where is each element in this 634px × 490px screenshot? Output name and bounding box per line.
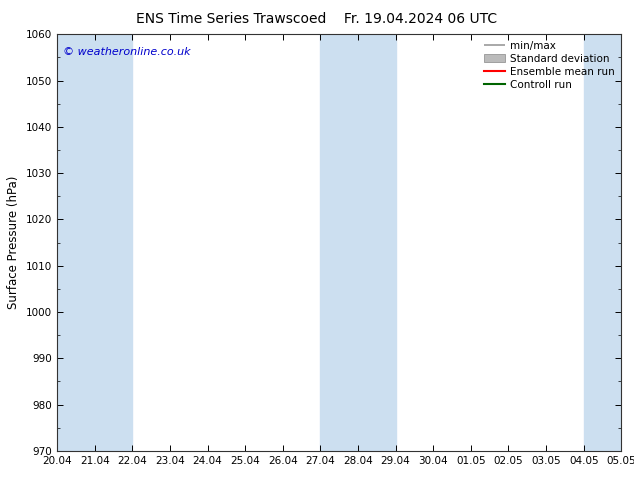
Legend: min/max, Standard deviation, Ensemble mean run, Controll run: min/max, Standard deviation, Ensemble me… [481,37,618,93]
Bar [584,34,634,451]
Text: © weatheronline.co.uk: © weatheronline.co.uk [63,47,190,57]
Bar [320,34,396,451]
Y-axis label: Surface Pressure (hPa): Surface Pressure (hPa) [8,176,20,309]
Text: ENS Time Series Trawscoed    Fr. 19.04.2024 06 UTC: ENS Time Series Trawscoed Fr. 19.04.2024… [136,12,498,26]
Bar [57,34,133,451]
